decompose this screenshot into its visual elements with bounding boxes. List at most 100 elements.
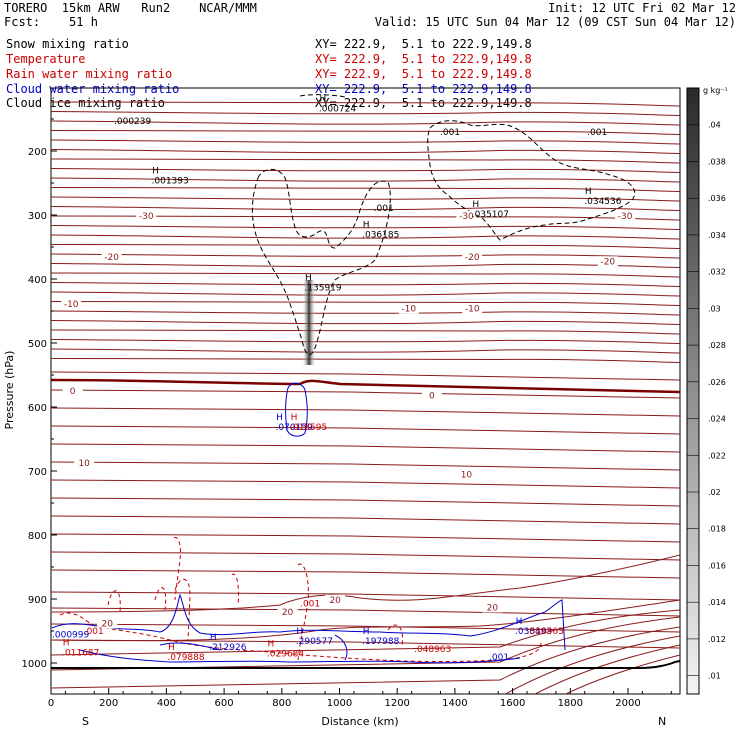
isotherm bbox=[51, 120, 680, 126]
isotherm bbox=[51, 253, 680, 259]
isotherm bbox=[51, 461, 680, 471]
isotherm bbox=[51, 607, 680, 617]
colorbar-tick-label: .028 bbox=[708, 341, 726, 350]
colorbar-tick-label: .024 bbox=[708, 415, 726, 424]
isotherm bbox=[51, 626, 680, 689]
y-tick-label: 700 bbox=[28, 467, 47, 478]
isotherm-label-bg bbox=[398, 303, 419, 314]
isotherm-label: 0 bbox=[429, 392, 435, 402]
maximum-marker: H bbox=[319, 94, 326, 104]
colorbar-tick-label: .022 bbox=[708, 451, 726, 460]
isotherm bbox=[51, 425, 680, 435]
isotherm bbox=[51, 282, 680, 287]
isotherm bbox=[51, 301, 680, 306]
isotherm-label-bg bbox=[421, 390, 442, 401]
isotherm bbox=[51, 329, 680, 335]
isotherm-label-bg bbox=[74, 457, 95, 468]
maximum-value-label: .000999 bbox=[52, 630, 89, 640]
maximum-value-label: .001 bbox=[587, 128, 607, 138]
isotherm-label-bg bbox=[136, 210, 157, 221]
y-tick-label: 600 bbox=[28, 403, 47, 414]
maximum-marker: H bbox=[305, 274, 312, 284]
maximum-value-label: .135919 bbox=[304, 284, 341, 294]
maximum-value-label: .001 bbox=[489, 653, 509, 663]
colorbar-tick-label: .034 bbox=[708, 231, 726, 240]
isotherm bbox=[504, 635, 680, 694]
field-xy-snow: XY= 222.9, 5.1 to 222.9,149.8 bbox=[315, 37, 532, 51]
y-tick-label: 900 bbox=[28, 595, 47, 606]
isotherm bbox=[51, 187, 680, 192]
y-tick-label: 400 bbox=[28, 275, 47, 286]
isotherm bbox=[51, 569, 680, 579]
y-axis: 200 300 400 500 600 700 800 900 1000 bbox=[22, 118, 57, 670]
isotherm-label-bg bbox=[462, 303, 483, 314]
x-tick-label: 1800 bbox=[558, 698, 583, 709]
isotherm bbox=[51, 225, 680, 230]
isotherm bbox=[51, 263, 680, 268]
isotherm bbox=[51, 168, 680, 173]
isotherm bbox=[51, 609, 680, 656]
isotherm bbox=[51, 291, 680, 297]
maximum-value-label: .197988 bbox=[362, 637, 399, 647]
maximum-marker: H bbox=[152, 167, 159, 177]
isotherm-label: -30 bbox=[618, 212, 633, 222]
colorbar-unit: g kg⁻¹ bbox=[703, 86, 728, 95]
isotherm-label-bg bbox=[325, 594, 346, 605]
isotherm-label: 10 bbox=[461, 470, 473, 480]
y-axis-title: Pressure (hPa) bbox=[3, 351, 16, 430]
isotherm bbox=[51, 130, 680, 135]
isotherm-twenty bbox=[51, 554, 680, 613]
isotherm bbox=[51, 407, 680, 417]
field-name-temperature: Temperature bbox=[6, 52, 86, 66]
x-tick-label: 1600 bbox=[500, 698, 525, 709]
isotherm-label-bg bbox=[615, 210, 636, 221]
header-init-time: Init: 12 UTC Fri 02 Mar 12 bbox=[548, 1, 736, 15]
isotherm-label-bg bbox=[97, 618, 118, 629]
isotherm bbox=[51, 177, 680, 183]
isotherm bbox=[51, 515, 680, 525]
y-tick-label: 200 bbox=[28, 147, 47, 158]
isotherm-label-bg bbox=[597, 256, 618, 267]
maximum-value-label: .034536 bbox=[584, 197, 621, 207]
maximum-value-label: .036563 bbox=[527, 627, 564, 637]
isotherm bbox=[51, 591, 680, 601]
isotherm-label: 20 bbox=[329, 596, 341, 606]
x-tick-label: 400 bbox=[157, 698, 176, 709]
isotherm-label-bg bbox=[101, 251, 122, 262]
isotherm-label: 20 bbox=[487, 604, 499, 614]
isotherm-label: -10 bbox=[401, 305, 416, 315]
colorbar-tick-label: .014 bbox=[708, 598, 726, 607]
isotherm bbox=[51, 272, 680, 278]
isotherm bbox=[51, 599, 680, 642]
field-name-cloud-ice: Cloud ice mixing ratio bbox=[6, 96, 165, 110]
isotherm bbox=[51, 533, 680, 543]
right-endpoint-label: N bbox=[658, 715, 666, 728]
maximum-marker: H bbox=[268, 640, 275, 650]
isotherm bbox=[51, 111, 680, 116]
isotherm bbox=[51, 623, 680, 633]
terrain-line bbox=[51, 660, 680, 669]
isotherm-zero bbox=[51, 378, 680, 394]
isotherm bbox=[51, 479, 680, 489]
maximum-marker: H bbox=[168, 643, 175, 653]
isotherm-label: 20 bbox=[282, 608, 294, 618]
y-tick-label: 800 bbox=[28, 531, 47, 542]
isotherm bbox=[51, 310, 680, 316]
cloud-water-contours bbox=[51, 382, 566, 664]
maximum-value-label: .212926 bbox=[209, 643, 246, 653]
maximum-marker: H bbox=[63, 638, 70, 648]
isotherm bbox=[51, 101, 680, 107]
snow-shading bbox=[302, 280, 316, 365]
maximum-value-label: .000724 bbox=[319, 104, 356, 114]
y-tick-label: 1000 bbox=[22, 659, 47, 670]
maximum-value-label: .038493 bbox=[515, 627, 552, 637]
x-axis-title: Distance (km) bbox=[321, 715, 398, 728]
isotherm bbox=[51, 443, 680, 453]
maximum-value-label: .035107 bbox=[472, 210, 509, 220]
isotherm bbox=[51, 158, 680, 164]
isotherm bbox=[51, 149, 680, 154]
x-tick-label: 1400 bbox=[442, 698, 467, 709]
colorbar-tick-label: .016 bbox=[708, 561, 726, 570]
isotherm bbox=[51, 196, 680, 202]
